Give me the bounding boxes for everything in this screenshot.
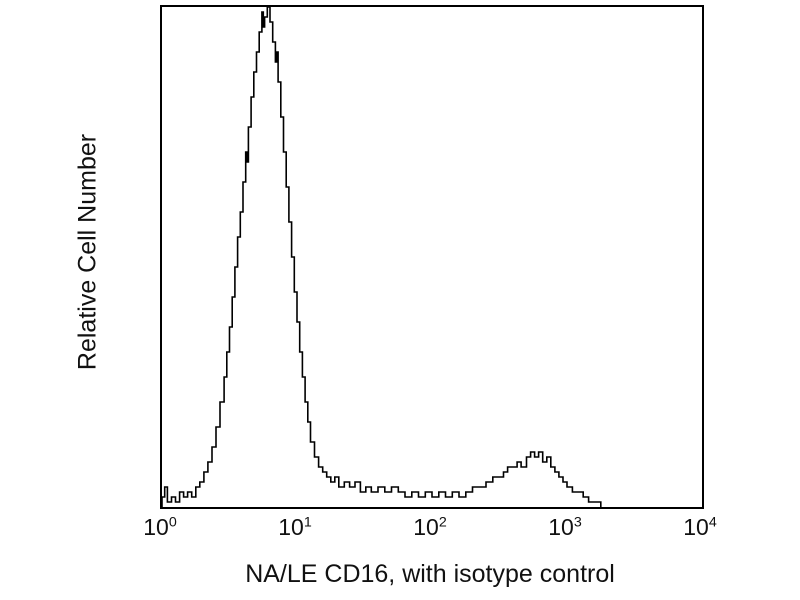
histogram-svg — [162, 7, 602, 507]
x-tick-base: 10 — [278, 514, 304, 540]
x-axis-label: NA/LE CD16, with isotype control — [245, 560, 615, 588]
histogram-trace — [162, 7, 602, 507]
x-tick-label: 101 — [255, 514, 335, 541]
plot-area — [160, 5, 704, 509]
x-tick-exponent: 0 — [168, 514, 177, 531]
y-axis-label: Relative Cell Number — [73, 133, 102, 371]
x-tick-exponent: 3 — [573, 514, 582, 531]
x-tick-base: 10 — [683, 514, 709, 540]
x-tick-label: 102 — [390, 514, 470, 541]
x-tick-base: 10 — [548, 514, 574, 540]
x-tick-base: 10 — [143, 514, 169, 540]
x-tick-exponent: 4 — [708, 514, 717, 531]
x-tick-exponent: 2 — [438, 514, 447, 531]
x-tick-exponent: 1 — [303, 514, 312, 531]
x-tick-label: 103 — [525, 514, 605, 541]
x-tick-label: 100 — [120, 514, 200, 541]
x-tick-base: 10 — [413, 514, 439, 540]
x-tick-label: 104 — [660, 514, 740, 541]
